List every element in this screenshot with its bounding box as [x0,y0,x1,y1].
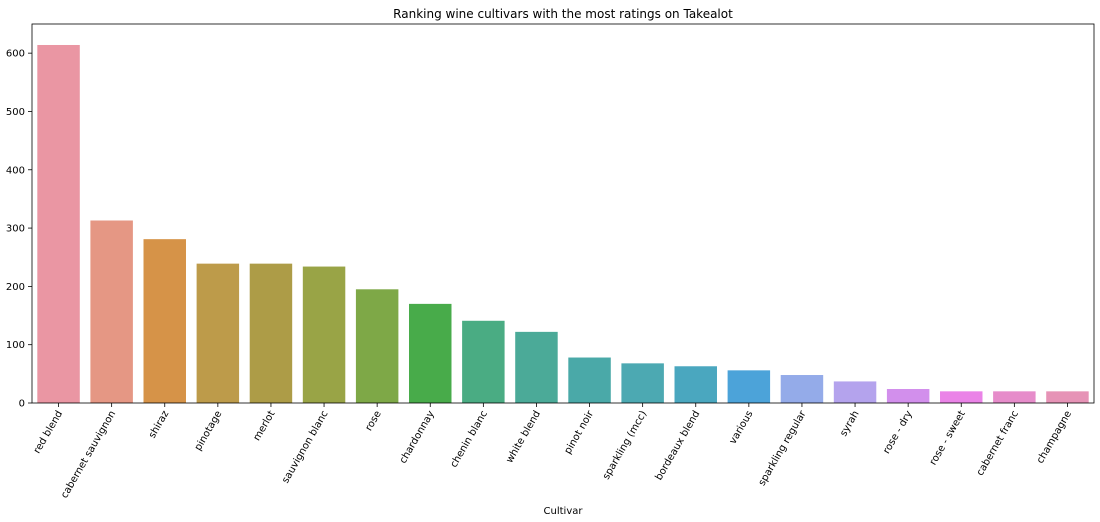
bar-rose-sweet [940,391,983,403]
x-tick-label: sparkling regular [757,408,809,488]
x-tick-label: rose - sweet [928,409,968,467]
x-tick-label: sauvignon blanc [280,409,330,485]
bar-shiraz [143,239,186,403]
y-tick-label: 300 [6,224,25,235]
x-tick-label: merlot [252,409,278,443]
bar-merlot [249,263,293,403]
bar-syrah [833,381,877,403]
x-tick-label: cabernet franc [975,409,1021,478]
x-tick-label: chardonnay [398,409,437,466]
x-tick-label: various [728,409,756,446]
x-tick-label: rose - dry [881,409,914,456]
y-tick-label: 200 [6,282,25,293]
bar-pinot-noir [568,357,611,403]
bar-bordeaux-blend [674,366,717,403]
bar-chenin-blanc [462,320,505,403]
bar-pinotage [196,263,240,403]
chart-title: Ranking wine cultivars with the most rat… [393,7,733,21]
x-tick-label: rose [364,409,384,433]
x-tick-label: sparkling (mcc) [601,409,649,482]
bar-cabernet-sauvignon [90,220,133,403]
y-tick-label: 600 [6,49,25,60]
bar-sauvignon-blanc [302,266,346,403]
x-tick-label: shiraz [147,409,171,440]
y-tick-label: 500 [6,107,25,118]
x-tick-label: cabernet sauvignon [59,409,118,500]
x-tick-label: champagne [1035,409,1074,466]
x-tick-label: white blend [504,409,543,465]
x-tick-label: red blend [32,409,65,456]
bar-cabernet-franc [993,391,1036,403]
y-tick-label: 100 [6,340,25,351]
bar-white-blend [515,331,558,403]
bar-sparkling-regular [780,375,824,403]
bar-rose [355,289,399,403]
bar-various [727,370,771,403]
x-axis-label: Cultivar [544,506,584,517]
bar-red-blend [37,44,80,403]
bar-rose-dry [886,389,930,403]
x-tick-label: pinot noir [563,408,597,456]
plot-frame [31,23,1095,404]
bar-chardonnay [409,303,452,403]
x-tick-label: chenin blanc [449,409,490,470]
bars-group [37,44,1089,403]
x-tick-label: pinotage [193,409,225,453]
y-tick-label: 400 [6,165,25,176]
x-tick-label: bordeaux blend [654,409,703,482]
x-tick-label: syrah [838,409,861,439]
y-tick-label: 0 [19,399,25,410]
y-axis: 0 100 200 300 400 500 600 [6,49,32,410]
bar-champagne [1046,391,1089,403]
bar-sparkling-mcc [621,363,664,403]
